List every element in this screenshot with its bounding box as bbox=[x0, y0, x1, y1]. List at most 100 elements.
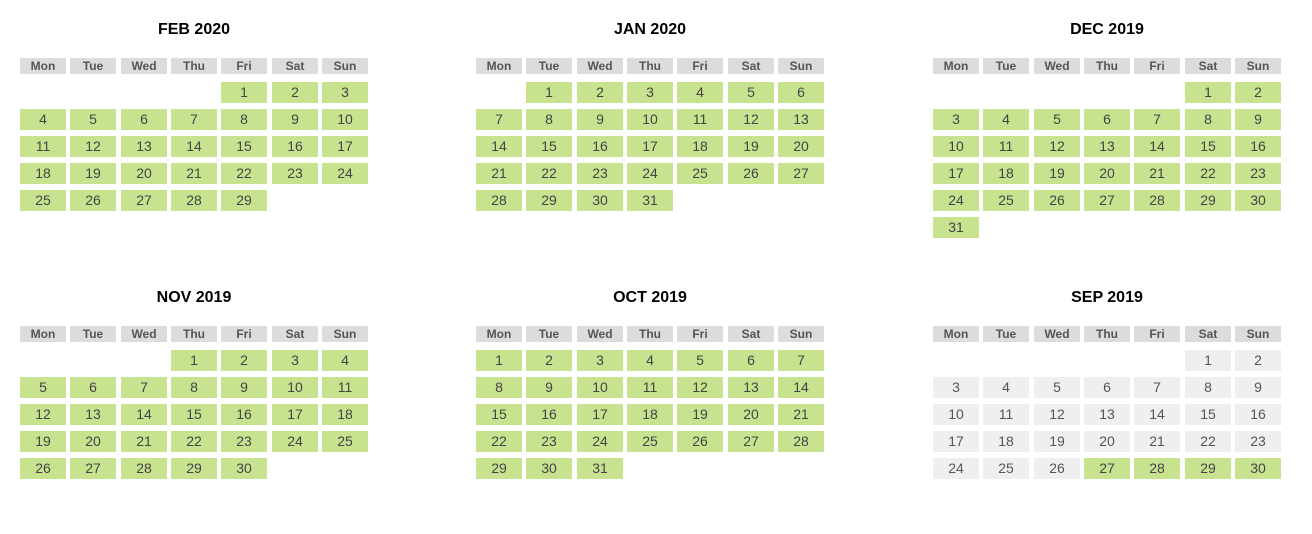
day-cell[interactable]: 26 bbox=[728, 163, 774, 184]
day-cell[interactable]: 16 bbox=[577, 136, 623, 157]
day-cell[interactable]: 19 bbox=[1034, 431, 1080, 452]
day-cell[interactable]: 14 bbox=[778, 377, 824, 398]
day-cell[interactable]: 13 bbox=[1084, 136, 1130, 157]
day-cell[interactable]: 24 bbox=[322, 163, 368, 184]
day-cell[interactable]: 8 bbox=[171, 377, 217, 398]
day-cell[interactable]: 16 bbox=[1235, 136, 1281, 157]
day-cell[interactable]: 25 bbox=[983, 458, 1029, 479]
day-cell[interactable]: 27 bbox=[728, 431, 774, 452]
day-cell[interactable]: 25 bbox=[20, 190, 66, 211]
day-cell[interactable]: 8 bbox=[1185, 109, 1231, 130]
day-cell[interactable]: 14 bbox=[1134, 136, 1180, 157]
day-cell[interactable]: 29 bbox=[526, 190, 572, 211]
day-cell[interactable]: 15 bbox=[476, 404, 522, 425]
day-cell[interactable]: 31 bbox=[577, 458, 623, 479]
day-cell[interactable]: 19 bbox=[728, 136, 774, 157]
day-cell[interactable]: 21 bbox=[778, 404, 824, 425]
day-cell[interactable]: 7 bbox=[171, 109, 217, 130]
day-cell[interactable]: 7 bbox=[1134, 109, 1180, 130]
day-cell[interactable]: 14 bbox=[171, 136, 217, 157]
day-cell[interactable]: 24 bbox=[272, 431, 318, 452]
day-cell[interactable]: 25 bbox=[627, 431, 673, 452]
day-cell[interactable]: 11 bbox=[677, 109, 723, 130]
day-cell[interactable]: 15 bbox=[1185, 404, 1231, 425]
day-cell[interactable]: 25 bbox=[677, 163, 723, 184]
day-cell[interactable]: 9 bbox=[272, 109, 318, 130]
day-cell[interactable]: 10 bbox=[627, 109, 673, 130]
day-cell[interactable]: 5 bbox=[1034, 109, 1080, 130]
day-cell[interactable]: 1 bbox=[476, 350, 522, 371]
day-cell[interactable]: 2 bbox=[577, 82, 623, 103]
day-cell[interactable]: 5 bbox=[20, 377, 66, 398]
day-cell[interactable]: 2 bbox=[221, 350, 267, 371]
day-cell[interactable]: 17 bbox=[322, 136, 368, 157]
day-cell[interactable]: 19 bbox=[1034, 163, 1080, 184]
day-cell[interactable]: 17 bbox=[933, 431, 979, 452]
day-cell[interactable]: 12 bbox=[1034, 404, 1080, 425]
day-cell[interactable]: 9 bbox=[526, 377, 572, 398]
day-cell[interactable]: 16 bbox=[272, 136, 318, 157]
day-cell[interactable]: 29 bbox=[1185, 190, 1231, 211]
day-cell[interactable]: 24 bbox=[933, 190, 979, 211]
day-cell[interactable]: 9 bbox=[1235, 109, 1281, 130]
day-cell[interactable]: 27 bbox=[70, 458, 116, 479]
day-cell[interactable]: 13 bbox=[778, 109, 824, 130]
day-cell[interactable]: 19 bbox=[20, 431, 66, 452]
day-cell[interactable]: 27 bbox=[778, 163, 824, 184]
day-cell[interactable]: 2 bbox=[1235, 82, 1281, 103]
day-cell[interactable]: 16 bbox=[1235, 404, 1281, 425]
day-cell[interactable]: 23 bbox=[272, 163, 318, 184]
day-cell[interactable]: 24 bbox=[577, 431, 623, 452]
day-cell[interactable]: 11 bbox=[983, 404, 1029, 425]
day-cell[interactable]: 22 bbox=[476, 431, 522, 452]
day-cell[interactable]: 10 bbox=[272, 377, 318, 398]
day-cell[interactable]: 27 bbox=[1084, 190, 1130, 211]
day-cell[interactable]: 23 bbox=[1235, 431, 1281, 452]
day-cell[interactable]: 12 bbox=[1034, 136, 1080, 157]
day-cell[interactable]: 26 bbox=[1034, 458, 1080, 479]
day-cell[interactable]: 2 bbox=[272, 82, 318, 103]
day-cell[interactable]: 20 bbox=[70, 431, 116, 452]
day-cell[interactable]: 13 bbox=[728, 377, 774, 398]
day-cell[interactable]: 21 bbox=[171, 163, 217, 184]
day-cell[interactable]: 8 bbox=[221, 109, 267, 130]
day-cell[interactable]: 4 bbox=[983, 109, 1029, 130]
day-cell[interactable]: 19 bbox=[677, 404, 723, 425]
day-cell[interactable]: 9 bbox=[221, 377, 267, 398]
day-cell[interactable]: 29 bbox=[1185, 458, 1231, 479]
day-cell[interactable]: 31 bbox=[933, 217, 979, 238]
day-cell[interactable]: 20 bbox=[121, 163, 167, 184]
day-cell[interactable]: 28 bbox=[778, 431, 824, 452]
day-cell[interactable]: 10 bbox=[322, 109, 368, 130]
day-cell[interactable]: 20 bbox=[778, 136, 824, 157]
day-cell[interactable]: 15 bbox=[171, 404, 217, 425]
day-cell[interactable]: 9 bbox=[1235, 377, 1281, 398]
day-cell[interactable]: 16 bbox=[221, 404, 267, 425]
day-cell[interactable]: 18 bbox=[677, 136, 723, 157]
day-cell[interactable]: 20 bbox=[1084, 163, 1130, 184]
day-cell[interactable]: 30 bbox=[577, 190, 623, 211]
day-cell[interactable]: 29 bbox=[476, 458, 522, 479]
day-cell[interactable]: 2 bbox=[1235, 350, 1281, 371]
day-cell[interactable]: 23 bbox=[221, 431, 267, 452]
day-cell[interactable]: 18 bbox=[983, 163, 1029, 184]
day-cell[interactable]: 26 bbox=[20, 458, 66, 479]
day-cell[interactable]: 23 bbox=[577, 163, 623, 184]
day-cell[interactable]: 7 bbox=[778, 350, 824, 371]
day-cell[interactable]: 7 bbox=[476, 109, 522, 130]
day-cell[interactable]: 5 bbox=[677, 350, 723, 371]
day-cell[interactable]: 28 bbox=[1134, 458, 1180, 479]
day-cell[interactable]: 1 bbox=[221, 82, 267, 103]
day-cell[interactable]: 8 bbox=[476, 377, 522, 398]
day-cell[interactable]: 24 bbox=[627, 163, 673, 184]
day-cell[interactable]: 17 bbox=[577, 404, 623, 425]
day-cell[interactable]: 13 bbox=[121, 136, 167, 157]
day-cell[interactable]: 14 bbox=[476, 136, 522, 157]
day-cell[interactable]: 28 bbox=[121, 458, 167, 479]
day-cell[interactable]: 17 bbox=[272, 404, 318, 425]
day-cell[interactable]: 10 bbox=[577, 377, 623, 398]
day-cell[interactable]: 11 bbox=[322, 377, 368, 398]
day-cell[interactable]: 1 bbox=[1185, 350, 1231, 371]
day-cell[interactable]: 21 bbox=[121, 431, 167, 452]
day-cell[interactable]: 20 bbox=[1084, 431, 1130, 452]
